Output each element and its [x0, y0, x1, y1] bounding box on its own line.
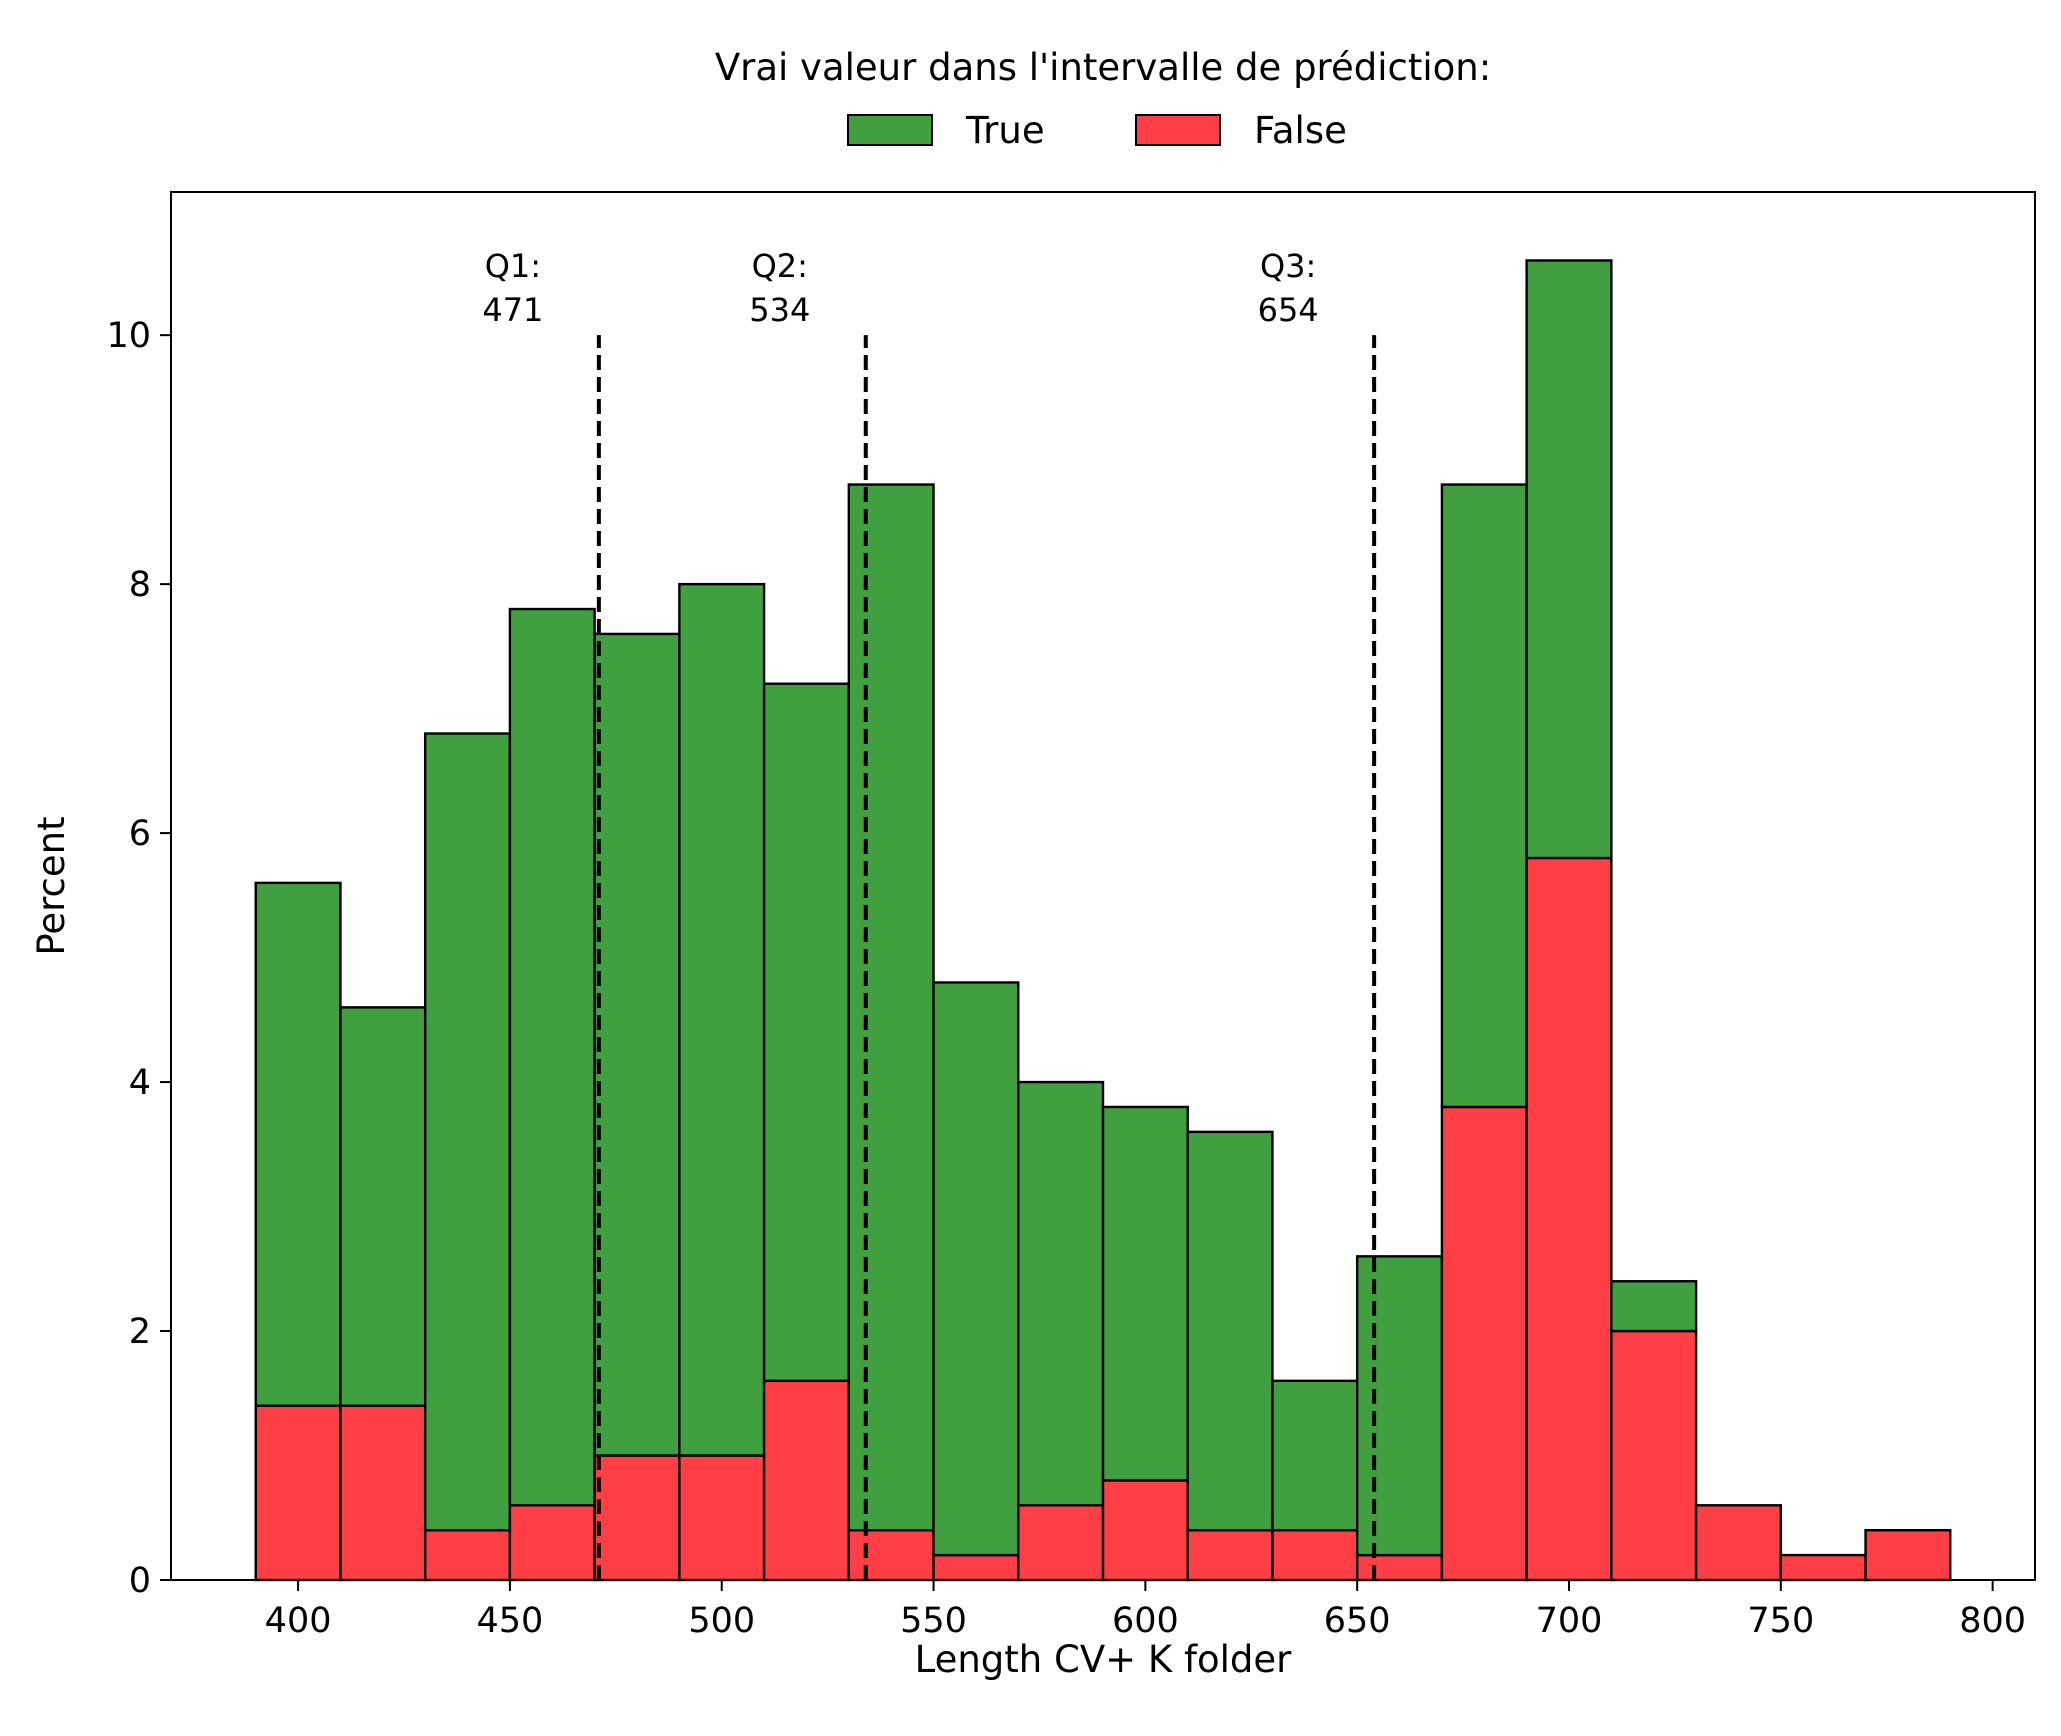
bar-false-510	[762, 1379, 851, 1582]
y-axis-label: Percent	[30, 816, 73, 955]
quartile-label-1: Q1:	[485, 247, 541, 285]
legend: Vrai valeur dans l'intervalle de prédict…	[715, 46, 1491, 152]
y-tick-label-2: 2	[129, 1312, 151, 1352]
legend-label-false: False	[1254, 109, 1347, 152]
legend-label-true: True	[965, 109, 1045, 152]
x-axis-ticks: 400 450 500 550 600 650 700 750 800	[265, 1580, 2026, 1641]
bar-true-670	[1440, 483, 1528, 1109]
bar-true-570	[1017, 1080, 1105, 1507]
bar-false-710	[1610, 1329, 1698, 1582]
bar-false-530	[847, 1529, 935, 1582]
x-tick-label-550: 550	[900, 1601, 967, 1641]
bar-false-590	[1101, 1479, 1189, 1582]
bar-false-490	[678, 1454, 766, 1582]
bar-true-430	[423, 732, 512, 1532]
x-tick-label-650: 650	[1324, 1601, 1391, 1641]
x-axis-label: Length CV+ K folder	[915, 1638, 1293, 1681]
x-tick-label-800: 800	[1959, 1601, 2026, 1641]
bar-true-610	[1186, 1130, 1274, 1532]
bar-true-690	[1525, 259, 1613, 860]
bar-true-450	[508, 607, 596, 1507]
bar-true-530	[847, 483, 935, 1532]
bar-false-570	[1017, 1504, 1105, 1582]
bar-false-610	[1186, 1529, 1274, 1582]
x-tick-label-600: 600	[1112, 1601, 1179, 1641]
bar-true-650	[1355, 1255, 1444, 1557]
bar-false-750	[1779, 1553, 1867, 1582]
bar-false-730	[1694, 1504, 1783, 1582]
bar-false-470	[593, 1454, 681, 1582]
x-tick-label-750: 750	[1747, 1601, 1814, 1641]
bar-true-630	[1271, 1379, 1359, 1532]
y-tick-label-4: 4	[129, 1063, 151, 1103]
legend-swatch-true	[847, 114, 933, 146]
bar-false-450	[508, 1504, 596, 1582]
bar-true-550	[932, 981, 1020, 1557]
bars-group	[254, 259, 1952, 1582]
bar-false-650	[1355, 1553, 1444, 1582]
bar-false-690	[1525, 856, 1613, 1582]
bar-false-390	[254, 1404, 342, 1582]
bar-false-550	[932, 1553, 1020, 1582]
y-tick-label-0: 0	[129, 1561, 151, 1601]
quartile-value-2: 534	[749, 291, 810, 329]
bar-true-490	[678, 582, 766, 1457]
bar-true-470	[593, 632, 681, 1457]
bar-true-390	[254, 881, 342, 1407]
bar-false-410	[339, 1404, 427, 1582]
bar-true-510	[762, 682, 851, 1383]
y-tick-label-6: 6	[129, 814, 151, 854]
x-tick-label-700: 700	[1536, 1601, 1603, 1641]
y-axis-ticks: 0 2 4 6 8 10	[106, 316, 171, 1601]
quartile-label-3: Q3:	[1260, 247, 1316, 285]
quartile-value-1: 471	[482, 291, 543, 329]
x-tick-label-400: 400	[265, 1601, 332, 1641]
quartile-value-3: 654	[1258, 291, 1319, 329]
plot-frame	[170, 191, 2036, 1581]
bar-false-430	[423, 1529, 512, 1582]
legend-swatch-false	[1135, 114, 1221, 146]
y-tick-label-10: 10	[106, 316, 151, 356]
bar-false-630	[1271, 1529, 1359, 1582]
y-tick-label-8: 8	[129, 565, 151, 605]
quartile-labels-group: Q1: 471 Q2: 534 Q3: 654	[482, 247, 1318, 329]
bar-false-770	[1864, 1529, 1952, 1582]
x-tick-label-500: 500	[688, 1601, 755, 1641]
bar-false-670	[1440, 1105, 1528, 1582]
bar-true-410	[339, 1006, 427, 1407]
legend-title: Vrai valeur dans l'intervalle de prédict…	[715, 46, 1491, 89]
bar-true-590	[1101, 1105, 1189, 1482]
bar-true-710	[1610, 1280, 1698, 1333]
quartile-label-2: Q2:	[752, 247, 808, 285]
quartile-lines-group	[596, 335, 1377, 1580]
x-tick-label-450: 450	[477, 1601, 544, 1641]
